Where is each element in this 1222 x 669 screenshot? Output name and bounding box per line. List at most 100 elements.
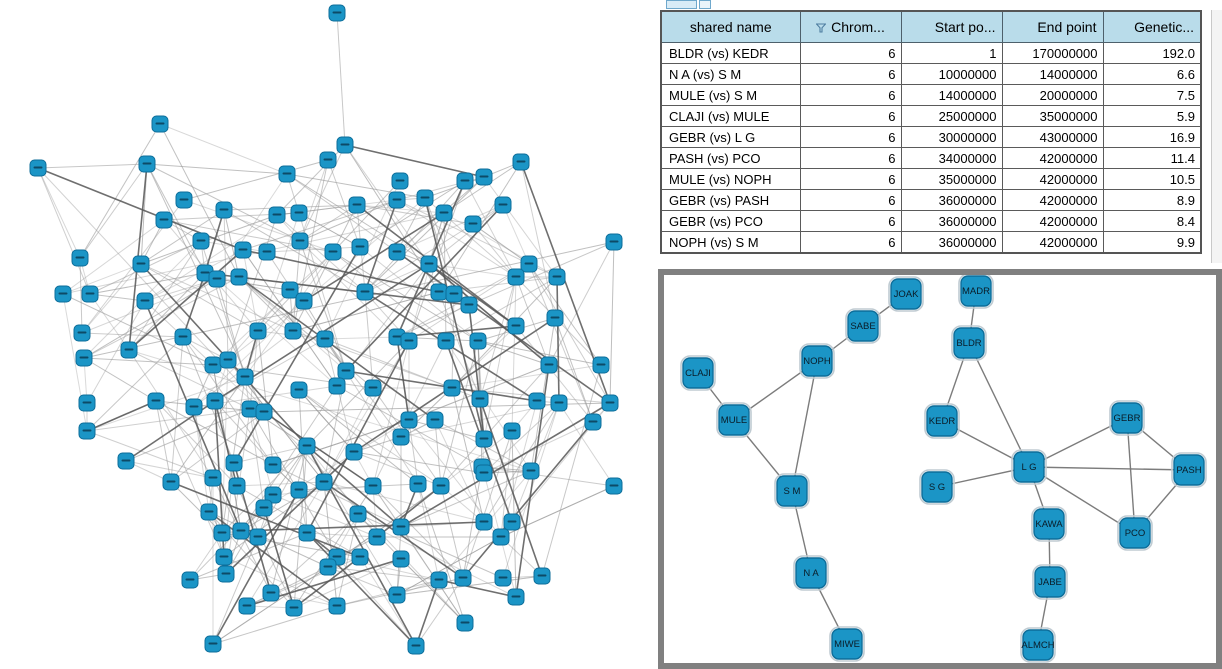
table-cell[interactable]: 16.9: [1102, 126, 1202, 148]
graph-node[interactable]: [120, 341, 138, 359]
graph-node[interactable]: [319, 558, 337, 576]
table-cell[interactable]: 14000000: [1001, 63, 1104, 85]
graph-node[interactable]: [236, 368, 254, 386]
graph-node[interactable]: [230, 268, 248, 286]
graph-node[interactable]: [351, 238, 369, 256]
graph-node[interactable]: [445, 285, 463, 303]
table-cell[interactable]: 6: [799, 231, 902, 254]
graph-node[interactable]: [430, 571, 448, 589]
graph-node[interactable]: [78, 394, 96, 412]
table-cell[interactable]: 42000000: [1001, 189, 1104, 211]
table-cell[interactable]: 11.4: [1102, 147, 1202, 169]
table-row[interactable]: PASH (vs) PCO 6 34000000 42000000 11.4: [660, 147, 1202, 169]
table-cell[interactable]: 8.4: [1102, 210, 1202, 232]
column-header-chromosome[interactable]: Chrom...: [799, 10, 902, 43]
table-cell[interactable]: 43000000: [1001, 126, 1104, 148]
graph-node[interactable]: [73, 324, 91, 342]
table-cell[interactable]: 6: [799, 147, 902, 169]
graph-node[interactable]: [522, 462, 540, 480]
graph-node[interactable]: [217, 565, 235, 583]
graph-node[interactable]: L G: [1011, 449, 1047, 485]
graph-node[interactable]: [584, 413, 602, 431]
table-cell[interactable]: 36000000: [900, 231, 1003, 254]
graph-node[interactable]: [206, 392, 224, 410]
graph-node[interactable]: MIWE: [829, 626, 865, 662]
table-row[interactable]: NOPH (vs) S M 6 36000000 42000000 9.9: [660, 231, 1202, 254]
graph-node[interactable]: [464, 215, 482, 233]
graph-node[interactable]: [215, 201, 233, 219]
graph-node[interactable]: [388, 191, 406, 209]
graph-node[interactable]: [290, 204, 308, 222]
graph-node[interactable]: [392, 518, 410, 536]
graph-node[interactable]: [328, 377, 346, 395]
graph-node[interactable]: [345, 443, 363, 461]
graph-node[interactable]: [132, 255, 150, 273]
graph-node[interactable]: [281, 281, 299, 299]
graph-node[interactable]: S M: [774, 473, 810, 509]
graph-node[interactable]: [315, 473, 333, 491]
graph-node[interactable]: [295, 292, 313, 310]
graph-node[interactable]: [507, 268, 525, 286]
column-header-genetic[interactable]: Genetic...: [1102, 10, 1202, 43]
graph-node[interactable]: [533, 567, 551, 585]
graph-node[interactable]: [181, 571, 199, 589]
table-cell[interactable]: 170000000: [1001, 42, 1104, 64]
graph-node[interactable]: [204, 469, 222, 487]
graph-node[interactable]: [192, 232, 210, 250]
table-cell[interactable]: MULE (vs) S M: [660, 84, 801, 106]
table-cell[interactable]: 6: [799, 105, 902, 127]
graph-node[interactable]: JOAK: [888, 276, 924, 312]
graph-node[interactable]: SABE: [845, 308, 881, 344]
table-row[interactable]: N A (vs) S M 6 10000000 14000000 6.6: [660, 63, 1202, 85]
column-header-start-point[interactable]: Start po...: [900, 10, 1003, 43]
graph-node[interactable]: [208, 270, 226, 288]
overview-network-canvas[interactable]: [0, 0, 656, 669]
graph-node[interactable]: [430, 283, 448, 301]
graph-node[interactable]: [388, 586, 406, 604]
table-cell[interactable]: GEBR (vs) L G: [660, 126, 801, 148]
graph-node[interactable]: [225, 454, 243, 472]
graph-node[interactable]: [147, 392, 165, 410]
graph-node[interactable]: ALMCH: [1020, 627, 1056, 663]
graph-node[interactable]: [443, 379, 461, 397]
graph-node[interactable]: [174, 328, 192, 346]
graph-node[interactable]: [328, 597, 346, 615]
graph-node[interactable]: [503, 513, 521, 531]
graph-node[interactable]: MULE: [716, 402, 752, 438]
graph-node[interactable]: [601, 394, 619, 412]
graph-node[interactable]: [255, 499, 273, 517]
table-scrollbar-thumb[interactable]: [666, 0, 697, 9]
graph-node[interactable]: [420, 255, 438, 273]
graph-node[interactable]: [475, 464, 493, 482]
column-header-end-point[interactable]: End point: [1001, 10, 1104, 43]
graph-node[interactable]: MADR: [958, 275, 994, 309]
graph-node[interactable]: KEDR: [924, 403, 960, 439]
table-row[interactable]: MULE (vs) S M 6 14000000 20000000 7.5: [660, 84, 1202, 106]
table-cell[interactable]: NOPH (vs) S M: [660, 231, 801, 254]
graph-node[interactable]: PCO: [1117, 515, 1153, 551]
graph-node[interactable]: [268, 206, 286, 224]
graph-node[interactable]: [316, 330, 334, 348]
graph-node[interactable]: KAWA: [1031, 506, 1067, 542]
table-cell[interactable]: 1: [900, 42, 1003, 64]
graph-node[interactable]: [298, 524, 316, 542]
graph-node[interactable]: [264, 456, 282, 474]
table-scrollbar-track[interactable]: [699, 0, 711, 9]
table-cell[interactable]: 42000000: [1001, 168, 1104, 190]
table-cell[interactable]: 6: [799, 84, 902, 106]
table-row[interactable]: MULE (vs) NOPH 6 35000000 42000000 10.5: [660, 168, 1202, 190]
table-cell[interactable]: 42000000: [1001, 210, 1104, 232]
graph-node[interactable]: [228, 477, 246, 495]
graph-node[interactable]: [319, 151, 337, 169]
graph-node[interactable]: [138, 155, 156, 173]
graph-node[interactable]: [54, 285, 72, 303]
table-cell[interactable]: 6: [799, 42, 902, 64]
graph-node[interactable]: [29, 159, 47, 177]
table-cell[interactable]: GEBR (vs) PCO: [660, 210, 801, 232]
graph-node[interactable]: [336, 136, 354, 154]
table-cell[interactable]: 10000000: [900, 63, 1003, 85]
graph-node[interactable]: [290, 481, 308, 499]
graph-node[interactable]: [328, 4, 346, 22]
graph-node[interactable]: [435, 204, 453, 222]
detail-network-canvas[interactable]: JOAK MADR SABE NOPH CLAJI MULE BLDR KEDR GEBR L G…: [664, 275, 1216, 663]
